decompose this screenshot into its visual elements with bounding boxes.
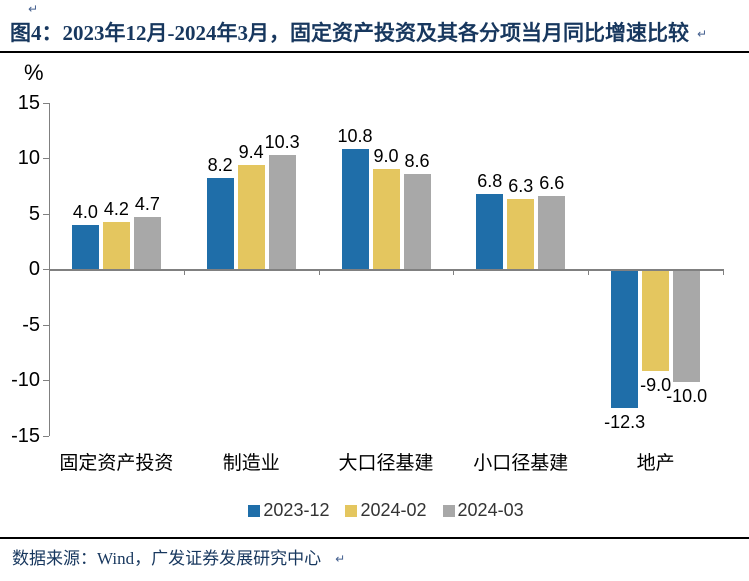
paragraph-return-icon: ↵	[28, 2, 39, 16]
legend-item: 2023-12	[248, 500, 329, 521]
bar-value-label: 10.3	[264, 132, 300, 152]
y-axis-tick-label: -5	[22, 313, 40, 336]
y-axis-tick	[43, 269, 49, 270]
y-axis-tick-label: 10	[17, 147, 40, 169]
source-note-text: 数据来源：Wind，广发证券发展研究中心	[12, 549, 322, 568]
bar-value-label: 10.8	[337, 126, 373, 146]
bar-2023-12-地产	[611, 271, 639, 408]
figure-title: 图4：2023年12月-2024年3月，固定资产投资及其各分项当月同比增速比较 ↵	[10, 17, 707, 47]
bar-value-label: 9.0	[373, 146, 399, 166]
y-axis-tick-label: -15	[11, 424, 40, 447]
bar-2024-02-制造业	[237, 165, 265, 269]
legend-item: 2024-03	[442, 500, 524, 521]
x-axis-category-label: 小口径基建	[473, 453, 569, 474]
legend-label: 2023-12	[263, 500, 330, 520]
bar-2024-02-大口径基建	[372, 169, 400, 269]
bar-2023-12-固定资产投资	[71, 225, 99, 269]
bar-2024-02-地产	[642, 271, 670, 371]
paragraph-return-icon: ↵	[697, 27, 708, 41]
bar-2023-12-大口径基建	[341, 149, 369, 269]
x-axis-category-label: 大口径基建	[338, 453, 434, 474]
x-axis-tick	[723, 270, 724, 275]
y-axis-unit-label: %	[24, 60, 44, 85]
x-axis-category-label: 固定资产投资	[59, 453, 174, 474]
y-axis-tick	[43, 158, 49, 159]
legend-color-swatch	[248, 504, 261, 517]
bar-2024-03-小口径基建	[538, 196, 566, 269]
bar-2024-02-小口径基建	[507, 199, 535, 269]
y-axis-tick	[43, 380, 49, 381]
bar-value-label: 6.6	[539, 173, 565, 193]
bar-value-label: 4.2	[103, 199, 129, 219]
bar-value-label: 8.2	[207, 155, 233, 175]
bar-value-label: 6.8	[477, 171, 503, 191]
x-axis-line	[49, 269, 724, 271]
bar-value-label: -9.0	[640, 375, 672, 395]
paragraph-return-icon: ↵	[335, 552, 346, 566]
y-axis-tick	[43, 435, 49, 437]
bar-2024-03-地产	[673, 271, 701, 382]
footer-divider	[0, 537, 749, 539]
y-axis-tick-label: 15	[17, 91, 40, 114]
y-axis-tick	[43, 102, 49, 104]
x-axis-tick	[183, 270, 185, 275]
y-axis-tick	[43, 324, 49, 326]
y-axis-tick-label: 5	[28, 202, 40, 225]
bar-value-label: 4.0	[72, 202, 98, 222]
bar-2023-12-小口径基建	[476, 194, 504, 269]
bar-2024-03-大口径基建	[403, 174, 431, 269]
source-note: 数据来源：Wind，广发证券发展研究中心 ↵	[12, 544, 345, 569]
figure-title-text: 图4：2023年12月-2024年3月，固定资产投资及其各分项当月同比增速比较	[10, 21, 689, 45]
legend-color-swatch	[442, 504, 455, 517]
y-axis-tick-label: 0	[28, 258, 40, 280]
bar-2023-12-制造业	[206, 178, 234, 269]
x-axis-tick	[588, 270, 590, 275]
x-axis-tick	[49, 270, 50, 275]
bar-value-label: 8.6	[404, 151, 430, 171]
bar-2024-02-固定资产投资	[102, 222, 130, 269]
bar-value-label: 4.7	[134, 194, 160, 214]
x-axis-category-label: 制造业	[222, 453, 280, 474]
x-axis-tick	[453, 270, 455, 275]
bar-value-label: -10.0	[666, 386, 708, 406]
bar-2024-03-固定资产投资	[133, 217, 161, 269]
bar-value-label: 9.4	[238, 142, 264, 162]
bar-value-label: -12.3	[604, 412, 646, 432]
legend-label: 2024-02	[360, 500, 427, 520]
y-axis-tick-label: -10	[11, 369, 40, 391]
legend-color-swatch	[345, 504, 358, 517]
x-axis-category-label: 地产	[636, 453, 675, 474]
bar-value-label: 6.3	[508, 176, 534, 196]
legend-item: 2024-02	[345, 500, 427, 521]
title-divider	[0, 51, 749, 53]
chart-legend: 2023-12 2024-02 2024-03	[49, 500, 723, 521]
legend-label: 2024-03	[457, 500, 524, 520]
bar-2024-03-制造业	[268, 155, 296, 269]
x-axis-tick	[318, 270, 320, 275]
bar-chart: % 2023-12 2024-02 2024-03 15 10 5 0 -5 -10 -15 4.…	[11, 60, 724, 521]
y-axis-tick	[43, 213, 49, 215]
